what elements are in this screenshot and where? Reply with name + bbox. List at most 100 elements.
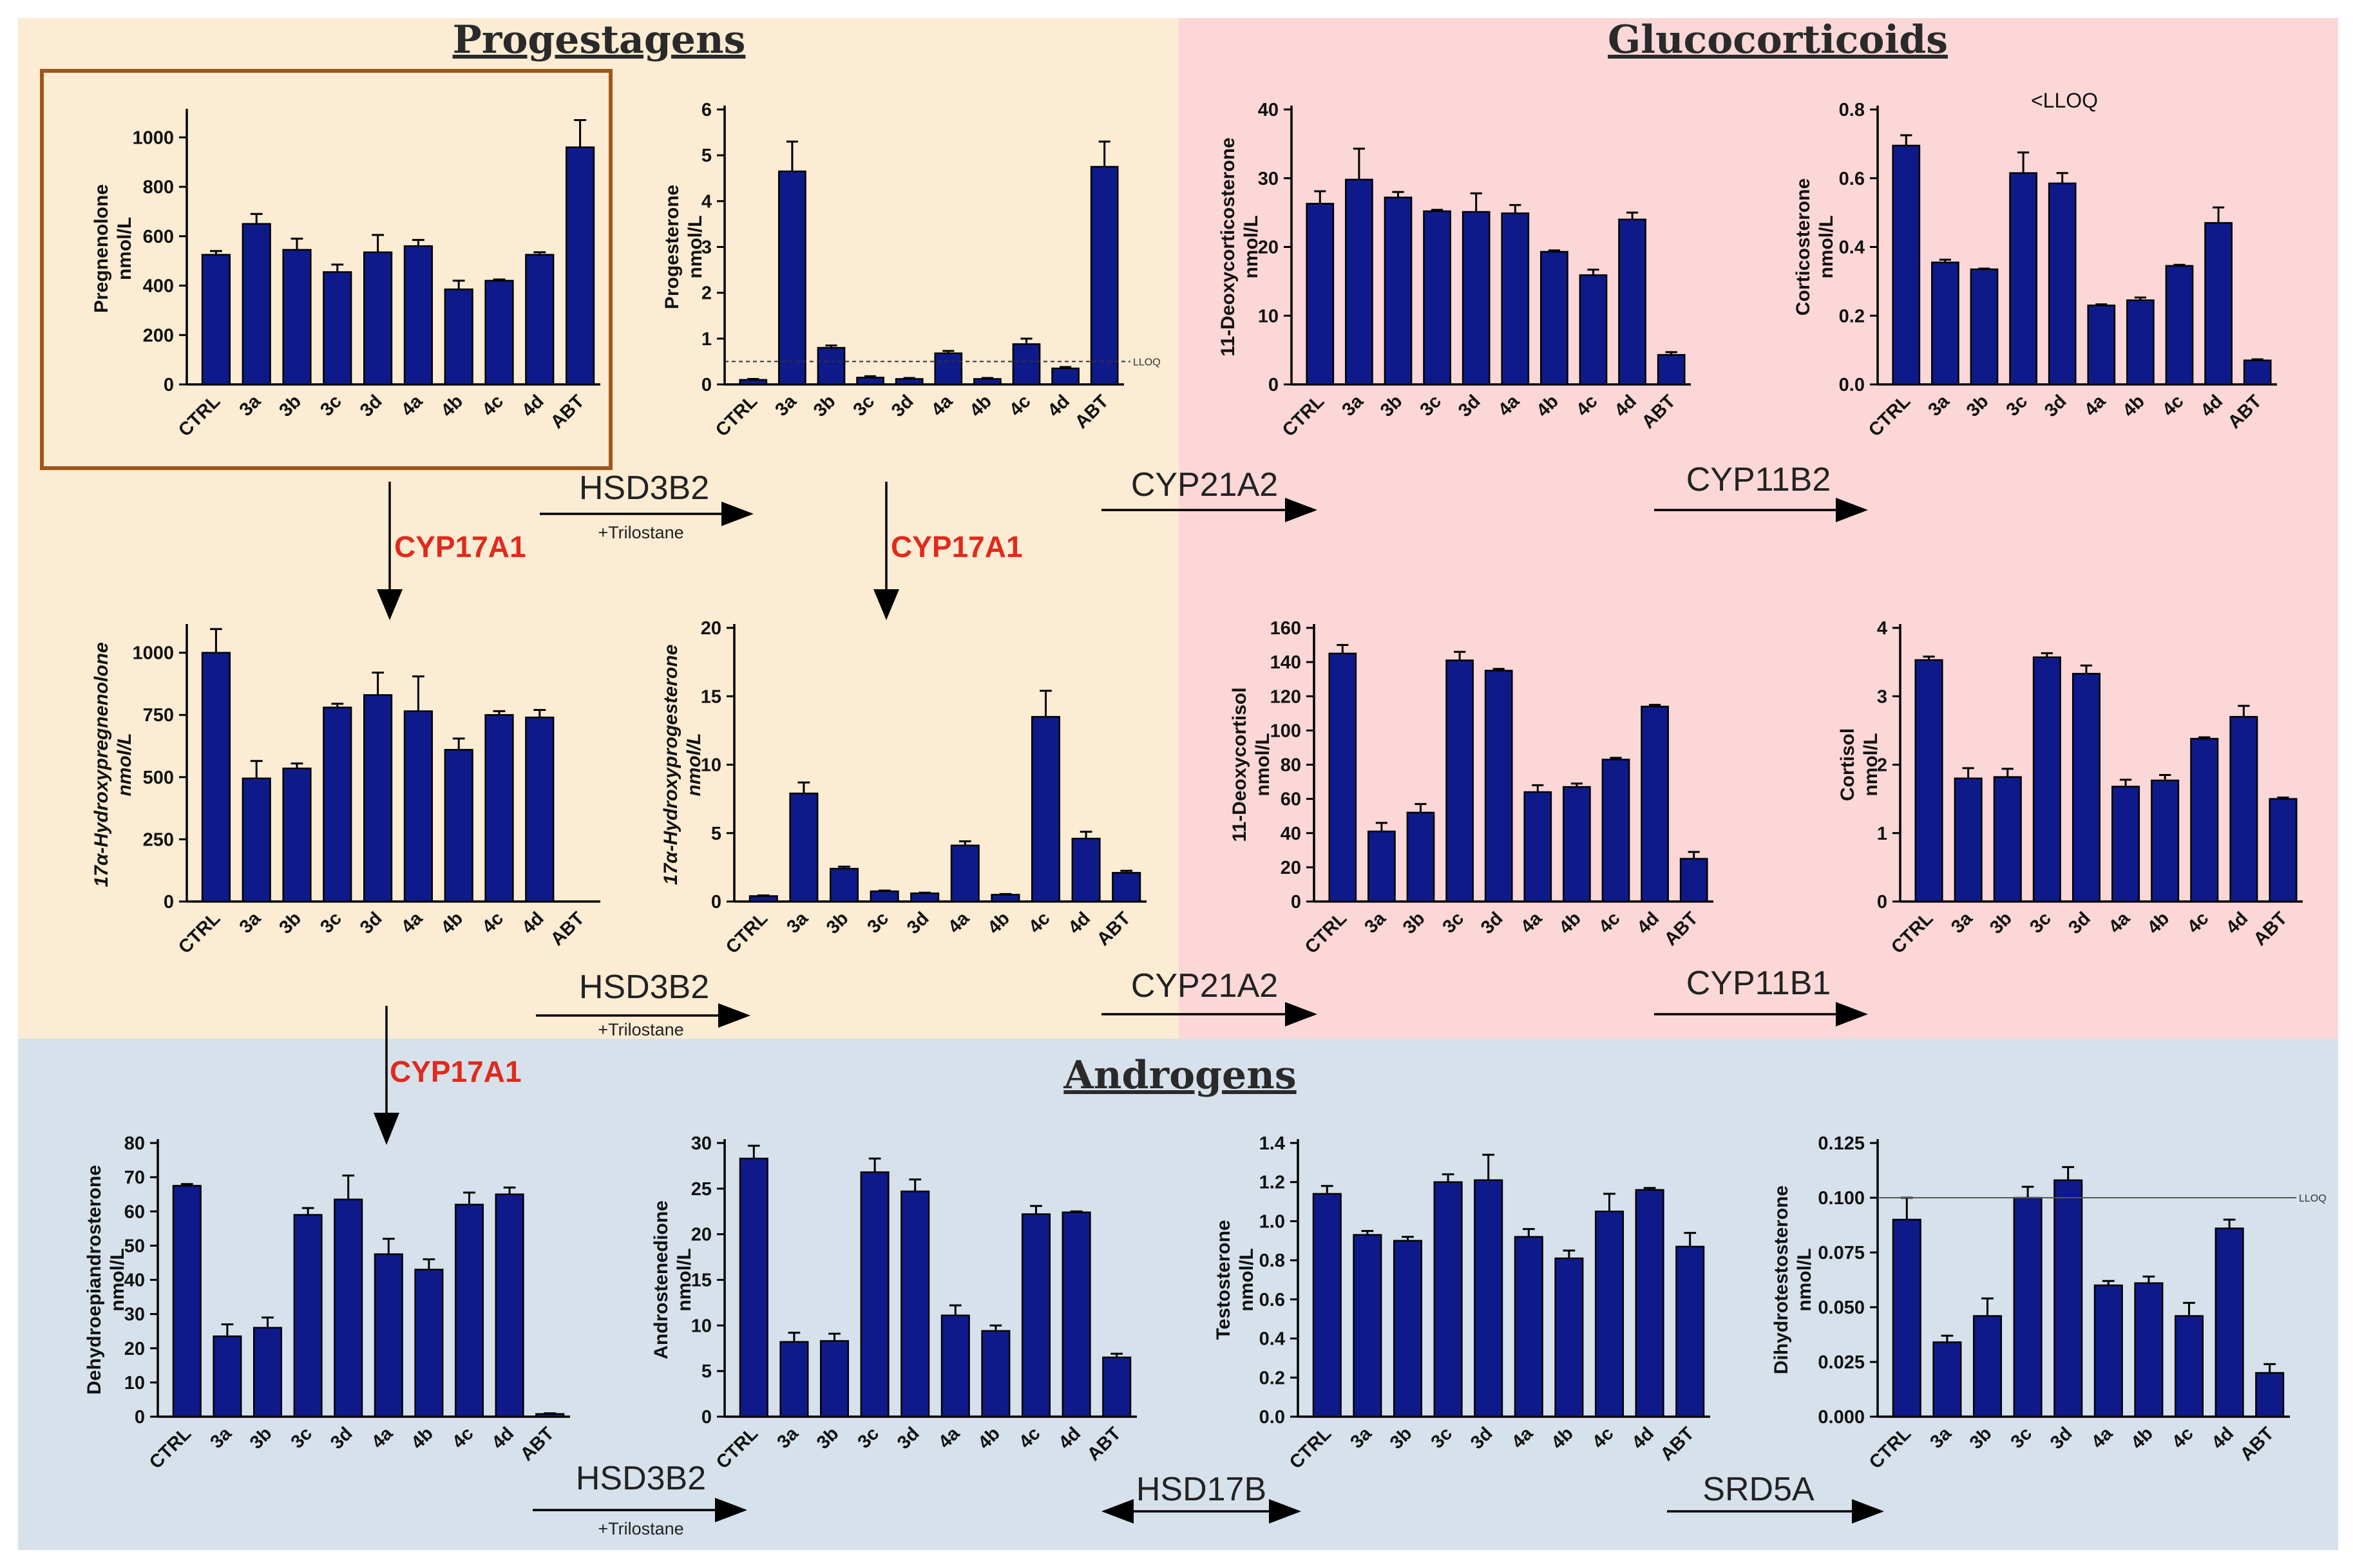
y-tick-label: 0 <box>1291 892 1301 912</box>
chart-deoxycortisol: 0 20 40 60 80 100 120 140 160 11-Deoxycortisol nmo… <box>1229 618 1713 958</box>
bar-4a <box>374 1253 403 1418</box>
cyp17a1-label-3: CYP17A1 <box>390 1055 522 1088</box>
y-tick-label: 0.8 <box>1839 100 1865 120</box>
y-axis-label: Cortisol nmol/L <box>1837 728 1881 801</box>
y-tick-label: 0.000 <box>1818 1407 1865 1428</box>
bar-4d <box>525 716 555 903</box>
y-tick-label: 60 <box>124 1202 145 1222</box>
y-tick-label: 30 <box>1258 169 1279 189</box>
bar-ABT <box>1090 165 1119 386</box>
bar-3c <box>2032 656 2061 903</box>
y-tick-label: 50 <box>124 1236 145 1256</box>
y-tick-label: 0.125 <box>1818 1133 1865 1154</box>
bar-CTRL <box>1892 144 1921 386</box>
bar-ABT <box>1112 872 1141 903</box>
bar-3a <box>789 792 819 903</box>
bar-3a <box>242 777 271 903</box>
y-tick-label: 600 <box>143 227 174 247</box>
y-axis-label-line: 11-Deoxycortisol <box>1229 687 1250 842</box>
bar-4d <box>2215 1227 2244 1418</box>
bar-3c <box>1423 210 1451 386</box>
y-tick-label: 6 <box>701 100 712 120</box>
bar-3b <box>819 1340 850 1418</box>
bar-3c <box>870 890 899 903</box>
bar-3c <box>1445 659 1474 903</box>
y-axis-label-line: Androstenedione <box>651 1200 672 1359</box>
bar-4a <box>403 710 433 903</box>
bar-4c <box>484 279 514 386</box>
bar-4b <box>444 288 473 386</box>
y-tick-label: 1.4 <box>1259 1133 1285 1154</box>
hsd3b2-arrow-3: HSD3B2 +Trilostane <box>533 1460 747 1538</box>
androgens-panel <box>18 1039 2338 1550</box>
y-tick-label: 20 <box>1258 238 1279 258</box>
bar-4b <box>1540 250 1568 386</box>
cyp21a2-label-1: CYP21A2 <box>1131 466 1278 504</box>
y-axis-label-line: Dihydrotestosterone <box>1771 1185 1792 1374</box>
y-tick-label: 5 <box>701 1361 712 1382</box>
bar-CTRL <box>1892 1218 1921 1418</box>
y-tick-label: 30 <box>124 1305 145 1325</box>
bar-3a <box>1954 777 1983 903</box>
bar-3d <box>1462 211 1491 386</box>
y-tick-label: 4 <box>701 191 712 212</box>
bar-4a <box>940 1314 970 1418</box>
bar-3c <box>323 706 352 903</box>
bar-4a <box>2111 786 2140 903</box>
androgens-title: Androgens <box>1063 1053 1296 1098</box>
bar-3b <box>829 867 859 903</box>
bar-CTRL <box>1312 1193 1342 1418</box>
bar-ABT <box>1102 1356 1132 1418</box>
bar-4d <box>2204 222 2233 386</box>
cyp17a1-arrow-2: CYP17A1 <box>873 482 1023 620</box>
bar-3a <box>778 170 806 386</box>
y-tick-label: 200 <box>143 325 174 346</box>
y-tick-label: 0.4 <box>1839 238 1865 258</box>
bar-3b <box>1970 268 1999 386</box>
bar-3d <box>2048 182 2077 386</box>
bar-4c <box>1021 1213 1051 1418</box>
y-tick-label: 0 <box>164 375 174 395</box>
bar-3d <box>900 1190 930 1418</box>
bar-4a <box>2093 1284 2123 1418</box>
y-axis-label-line: 17α-Hydroxypregnenolone <box>91 642 112 887</box>
bar-3c <box>323 271 352 386</box>
bar-CTRL <box>201 652 231 903</box>
y-tick-label: 0 <box>1268 375 1279 395</box>
lloq-label: LLOQ <box>1133 357 1161 368</box>
bar-CTRL <box>748 895 778 903</box>
bar-4b <box>1554 1257 1584 1418</box>
bar-4b <box>2151 779 2180 903</box>
y-tick-label: 70 <box>124 1167 145 1188</box>
y-axis-label-unit: nmol/L <box>1241 215 1262 278</box>
bar-ABT <box>2255 1372 2285 1418</box>
y-tick-label: 0.0 <box>1259 1407 1285 1428</box>
bar-3b <box>282 768 312 903</box>
bar-4d <box>1641 705 1669 903</box>
cyp11b1-arrow: CYP11B1 <box>1654 965 1868 1026</box>
bar-CTRL <box>1306 202 1335 386</box>
trilostane-label-2: +Trilostane <box>598 1020 683 1039</box>
y-tick-label: 140 <box>1270 652 1301 673</box>
y-axis-label: Pregnenolone nmol/L <box>91 184 135 313</box>
bar-3b <box>252 1327 283 1418</box>
y-tick-label: 10 <box>1258 306 1279 326</box>
y-tick-label: 0 <box>135 1407 145 1428</box>
y-tick-label: 1.2 <box>1259 1173 1285 1193</box>
y-tick-label: 4 <box>1877 618 1887 639</box>
y-tick-label: 10 <box>701 755 721 776</box>
y-axis-label-line: Testosterone <box>1213 1220 1234 1339</box>
y-tick-label: 20 <box>701 618 721 639</box>
y-tick-label: 1000 <box>132 643 174 664</box>
trilostane-label-1: +Trilostane <box>598 523 683 542</box>
y-tick-label: 0.2 <box>1839 306 1865 326</box>
y-axis-label-line: Dehydroepiandrosterone <box>84 1165 105 1395</box>
lloq-label: LLOQ <box>2299 1193 2327 1204</box>
y-axis-label-unit: nmol/L <box>114 217 135 280</box>
bar-3d <box>1474 1179 1503 1418</box>
y-tick-label: 2 <box>701 283 712 304</box>
bar-4b <box>981 1330 1011 1418</box>
